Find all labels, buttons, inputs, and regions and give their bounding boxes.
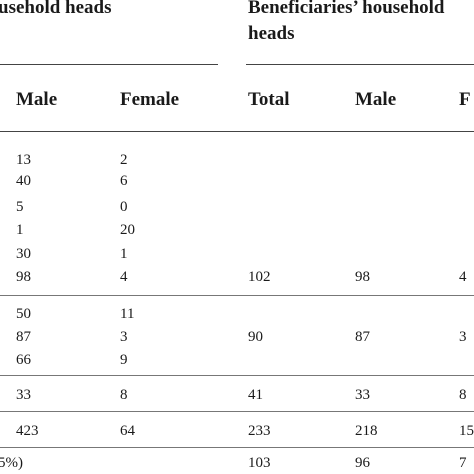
cell-female: 2 [120,152,128,168]
cell-total: 90 [248,329,263,345]
cell-female: 3 [120,329,128,345]
cell-male: 33 [16,387,31,403]
cell-male: 30 [16,246,31,262]
group-separator-rule [0,375,474,376]
group-header-beneficiaries-line2: heads [248,23,295,44]
header-bottom-rule [0,131,474,132]
group-separator-rule [0,447,474,448]
group-underline-right [246,64,474,65]
group-header-household-heads: usehold heads [0,0,112,18]
cell-male-beneficiaries: 96 [355,455,370,471]
cell-female: 11 [120,306,135,322]
cell-male: 87 [16,329,31,345]
col-header-female: Female [120,89,180,110]
cell-female: 9 [120,352,128,368]
cell-female-total: 64 [120,423,135,439]
cell-male: 1 [16,222,24,238]
row-label-partial: 5%) [0,455,23,471]
cell-male-beneficiaries-total: 218 [355,423,378,439]
cell-total: 102 [248,269,271,285]
col-header-male: Male [16,89,58,110]
cell-male-total: 423 [16,423,39,439]
cell-female: 6 [120,173,128,189]
group-underline-left [0,64,218,65]
cell-female: 1 [120,246,128,262]
cell-male-beneficiaries: 98 [355,269,370,285]
cell-total: 41 [248,387,263,403]
cell-male-beneficiaries: 33 [355,387,370,403]
cell-male: 40 [16,173,31,189]
cell-male: 5 [16,199,24,215]
cell-female: 20 [120,222,135,238]
cell-female: 0 [120,199,128,215]
cell-female: 4 [120,269,128,285]
cell-female-beneficiaries: 8 [459,387,467,403]
cell-female-beneficiaries-total: 15 [459,423,474,439]
group-separator-rule [0,295,474,296]
cell-male: 98 [16,269,31,285]
col-header-male-beneficiaries: Male [355,89,397,110]
cell-male: 50 [16,306,31,322]
cell-female: 8 [120,387,128,403]
cell-female-beneficiaries: 3 [459,329,467,345]
cell-female-beneficiaries: 4 [459,269,467,285]
col-header-female-beneficiaries: F [459,89,471,110]
cell-total-total: 233 [248,423,271,439]
group-separator-rule [0,411,474,412]
cell-total: 103 [248,455,271,471]
col-header-total: Total [248,89,290,110]
cell-male: 13 [16,152,31,168]
group-header-beneficiaries-line1: Beneficiaries’ household [248,0,445,18]
cell-male: 66 [16,352,31,368]
cell-female-beneficiaries: 7 [459,455,467,471]
cell-male-beneficiaries: 87 [355,329,370,345]
